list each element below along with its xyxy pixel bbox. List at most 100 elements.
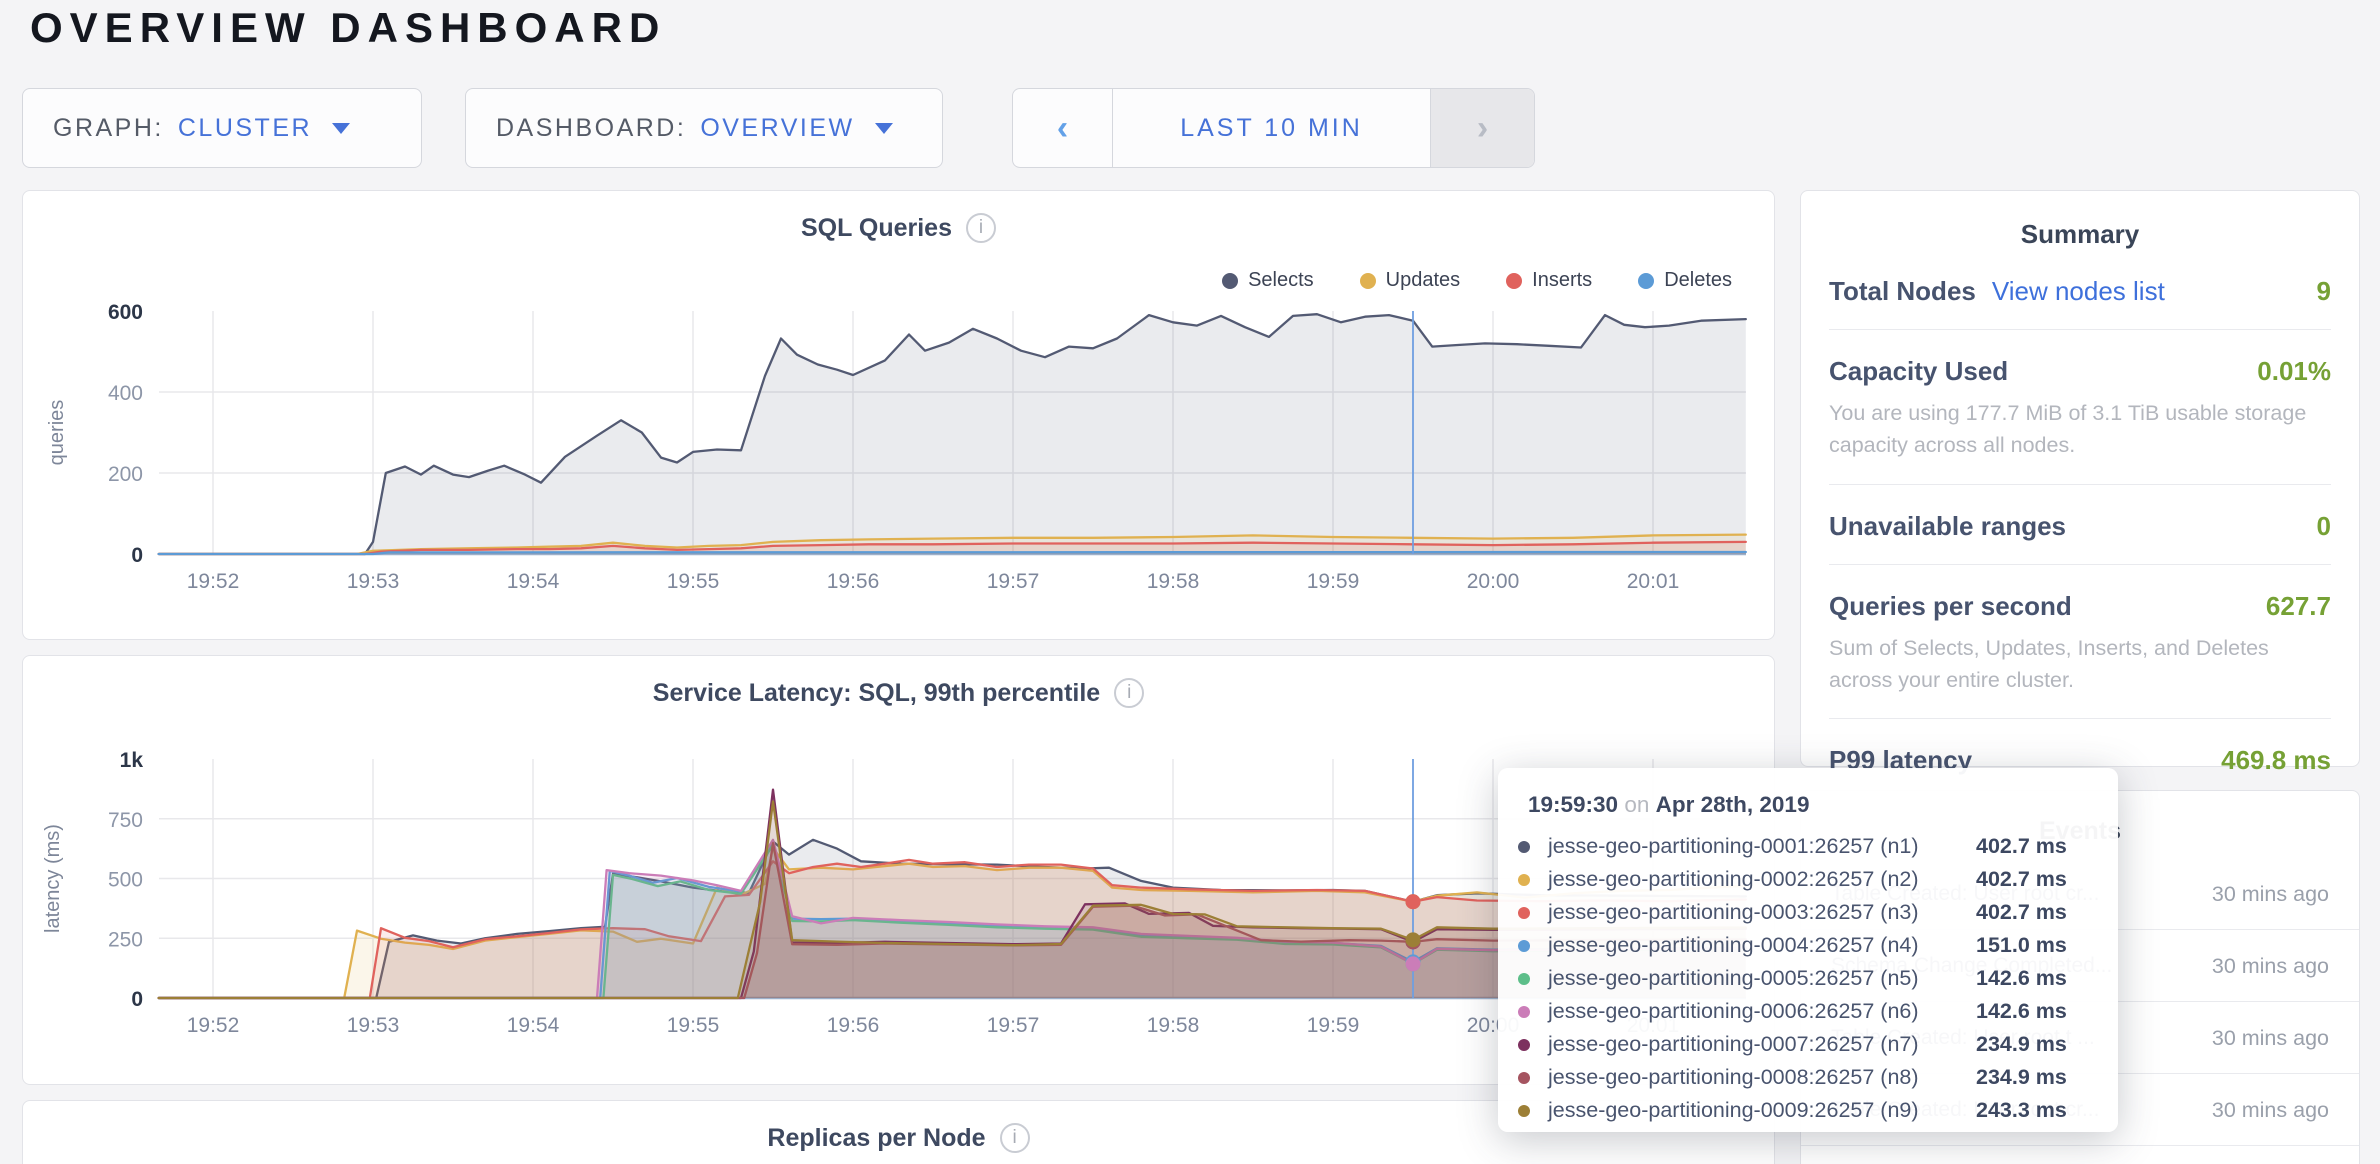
tooltip-row: jesse-geo-partitioning-0008:26257 (n8) 23… [1498,1061,2118,1094]
replicas-per-node-title: Replicas per Node [767,1123,986,1152]
legend-label: Deletes [1664,269,1732,291]
summary-row-unavailable: Unavailable ranges 0 [1829,485,2331,565]
chart-hover-tooltip: 19:59:30 on Apr 28th, 2019 jesse-geo-par… [1498,768,2118,1132]
view-nodes-list-link[interactable]: View nodes list [1991,276,2165,306]
series-dot-icon [1518,1038,1530,1051]
series-dot-icon [1518,873,1530,886]
dashboard-dropdown-value: OVERVIEW [700,113,855,142]
series-dot-icon [1518,1005,1530,1018]
legend-label: Updates [1385,269,1461,291]
svg-text:19:57: 19:57 [987,570,1040,593]
tooltip-node-value: 142.6 ms [1976,999,2067,1023]
time-next-button[interactable]: › [1430,89,1534,167]
series-dot-icon [1518,1071,1530,1084]
tooltip-row: jesse-geo-partitioning-0003:26257 (n3) 40… [1498,896,2118,929]
queries-per-second-value: 627.7 [2265,590,2331,621]
tooltip-node-value: 142.6 ms [1976,966,2067,990]
service-latency-chart[interactable]: 19:52 19:53 19:54 19:55 19:56 19:57 19:58 19:59… [23,656,1773,1083]
unavailable-ranges-label: Unavailable ranges [1829,510,2066,541]
capacity-used-description: You are using 177.7 MiB of 3.1 TiB usabl… [1829,401,2307,458]
event-timestamp: 30 mins ago [2211,1097,2329,1122]
queries-per-second-label: Queries per second [1829,590,2072,621]
svg-text:19:52: 19:52 [187,1014,240,1037]
tooltip-on-word: on [1624,792,1650,817]
series-dot-icon [1518,1104,1530,1117]
svg-text:400: 400 [108,382,143,405]
tooltip-row: jesse-geo-partitioning-0002:26257 (n2) 40… [1498,863,2118,896]
svg-text:19:58: 19:58 [1147,1014,1200,1037]
time-range-button[interactable]: LAST 10 MIN [1113,89,1430,167]
svg-text:250: 250 [108,928,143,951]
svg-text:19:52: 19:52 [187,570,240,593]
svg-text:19:59: 19:59 [1307,570,1360,593]
summary-panel: Summary Total Nodes View nodes list 9 Ca… [1800,190,2360,775]
total-nodes-label: Total Nodes [1829,276,1976,306]
info-icon[interactable]: i [1114,678,1145,708]
graph-dropdown-label: GRAPH: [53,113,164,142]
svg-text:0: 0 [131,988,143,1011]
time-range-label: LAST 10 MIN [1180,113,1363,142]
event-timestamp: 30 mins ago [2211,953,2329,978]
tooltip-node-name: jesse-geo-partitioning-0004:26257 (n4) [1548,933,1919,957]
event-timestamp: 30 mins ago [2211,881,2329,906]
dashboard-dropdown[interactable]: DASHBOARD: OVERVIEW [465,88,943,168]
svg-text:600: 600 [108,301,143,324]
chevron-down-icon [332,122,351,134]
legend-item-inserts[interactable]: Inserts [1506,269,1592,292]
p99-latency-value: 469.8 ms [2221,745,2331,775]
svg-text:latency (ms): latency (ms) [42,824,64,933]
svg-text:19:53: 19:53 [347,1014,400,1037]
tooltip-node-name: jesse-geo-partitioning-0001:26257 (n1) [1548,834,1919,858]
info-icon[interactable]: i [966,213,996,243]
tooltip-node-name: jesse-geo-partitioning-0006:26257 (n6) [1548,999,1919,1023]
legend-item-updates[interactable]: Updates [1359,269,1461,292]
svg-text:19:57: 19:57 [987,1014,1040,1037]
legend-dot-icon [1506,272,1523,289]
legend-item-selects[interactable]: Selects [1222,269,1314,292]
series-dot-icon [1518,906,1530,919]
svg-text:19:54: 19:54 [507,1014,560,1037]
legend-dot-icon [1638,272,1655,289]
sql-queries-legend: Selects Updates Inserts Deletes [1222,269,1732,292]
tooltip-node-name: jesse-geo-partitioning-0003:26257 (n3) [1548,900,1919,924]
tooltip-node-value: 234.9 ms [1976,1065,2067,1089]
svg-text:20:00: 20:00 [1467,570,1520,593]
unavailable-ranges-value: 0 [2316,510,2331,541]
tooltip-row: jesse-geo-partitioning-0004:26257 (n4) 15… [1498,929,2118,962]
svg-text:19:58: 19:58 [1147,570,1200,593]
legend-label: Selects [1248,269,1314,291]
svg-text:750: 750 [108,809,143,832]
tooltip-node-name: jesse-geo-partitioning-0008:26257 (n8) [1548,1065,1919,1089]
tooltip-node-value: 234.9 ms [1976,1032,2067,1056]
sql-queries-chart[interactable]: 19:52 19:53 19:54 19:55 19:56 19:57 19:58 19:59… [23,191,1773,638]
capacity-used-label: Capacity Used [1829,356,2009,386]
svg-text:19:56: 19:56 [827,1014,880,1037]
tooltip-row: jesse-geo-partitioning-0001:26257 (n1) 40… [1498,830,2118,863]
series-dot-icon [1518,840,1530,853]
legend-label: Inserts [1532,269,1593,291]
summary-row-total-nodes: Total Nodes View nodes list 9 [1829,250,2331,330]
summary-row-capacity: Capacity Used 0.01% You are using 177.7 … [1829,330,2331,485]
graph-dropdown[interactable]: GRAPH: CLUSTER [22,88,422,168]
tooltip-row: jesse-geo-partitioning-0005:26257 (n5) 14… [1498,962,2118,995]
time-range-selector: ‹ LAST 10 MIN › [1012,88,1535,168]
svg-text:1k: 1k [120,749,144,772]
total-nodes-value: 9 [2316,276,2331,306]
chevron-right-icon: › [1476,109,1489,147]
tooltip-row: jesse-geo-partitioning-0009:26257 (n9) 24… [1498,1094,2118,1127]
svg-text:200: 200 [108,463,143,486]
sql-queries-title: SQL Queries [801,213,952,242]
legend-item-deletes[interactable]: Deletes [1638,269,1732,292]
service-latency-title: Service Latency: SQL, 99th percentile [652,678,1101,707]
graph-dropdown-value: CLUSTER [177,113,313,142]
queries-per-second-description: Sum of Selects, Updates, Inserts, and De… [1829,635,2269,692]
page-title: OVERVIEW DASHBOARD [30,4,667,51]
time-prev-button[interactable]: ‹ [1013,89,1113,167]
tooltip-row: jesse-geo-partitioning-0006:26257 (n6) 14… [1498,995,2118,1028]
info-icon[interactable]: i [999,1123,1030,1153]
svg-text:19:54: 19:54 [507,570,560,593]
tooltip-node-value: 402.7 ms [1976,834,2067,858]
tooltip-node-value: 402.7 ms [1976,867,2067,891]
service-latency-card: Service Latency: SQL, 99th percentile i … [22,655,1775,1085]
